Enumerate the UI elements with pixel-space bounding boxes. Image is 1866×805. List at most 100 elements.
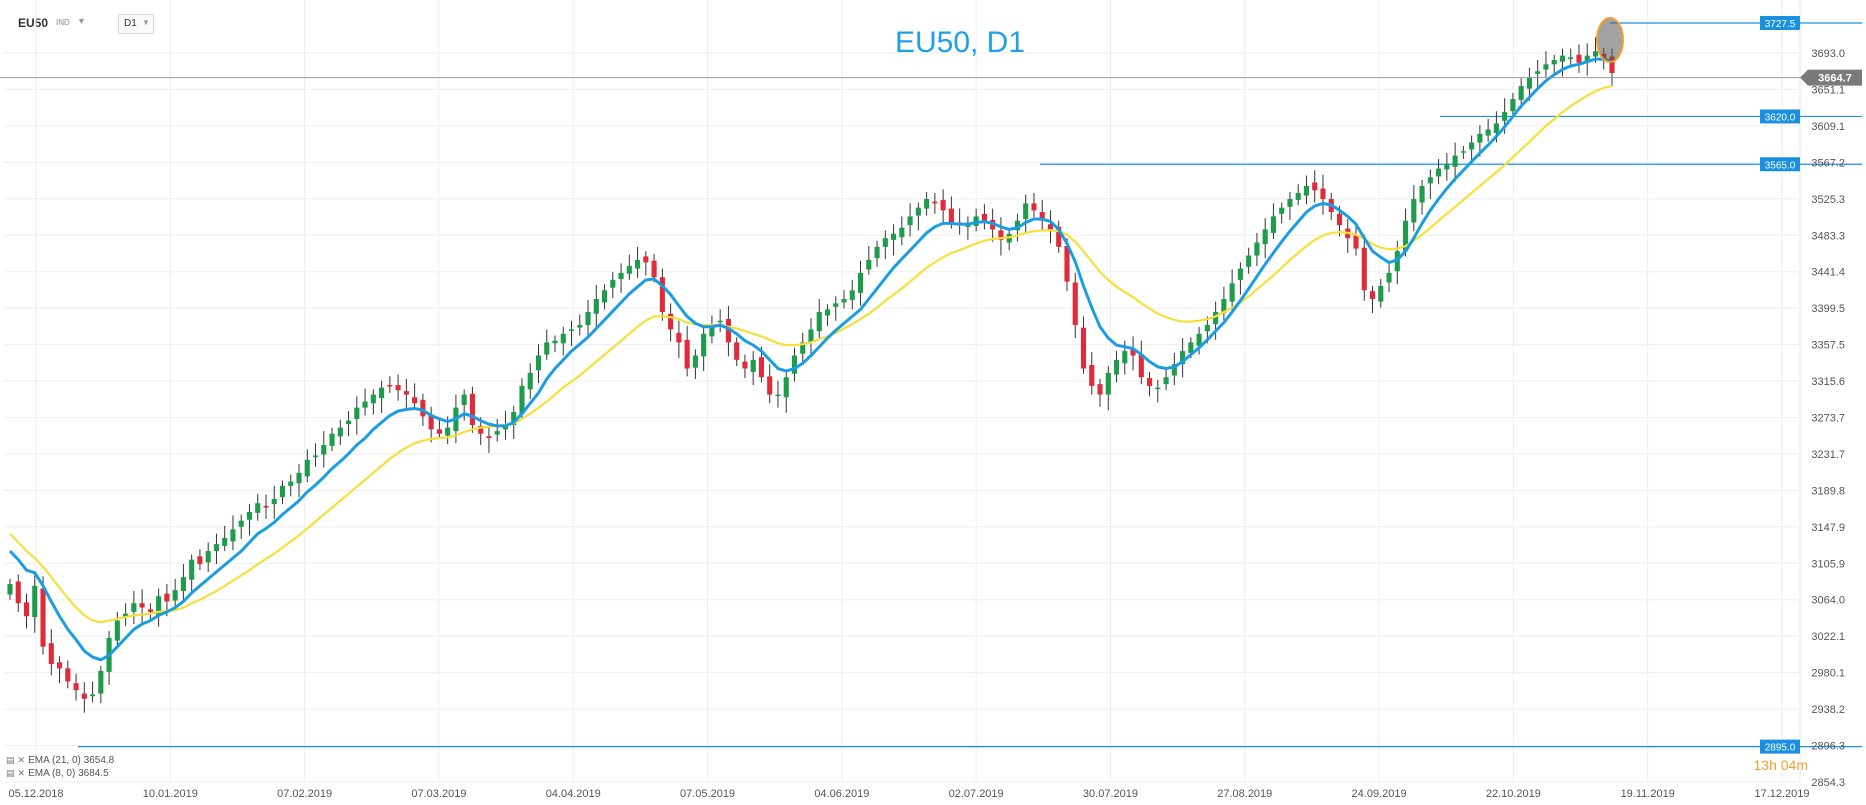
level-label-box xyxy=(1760,16,1800,31)
candle-body xyxy=(230,529,236,542)
settings-icon[interactable]: ▤ xyxy=(6,768,15,778)
candle-body xyxy=(717,320,723,323)
close-icon[interactable]: ✕ xyxy=(17,755,26,765)
candle-countdown: 13h 04m xyxy=(1753,757,1808,773)
y-tick-label: 3357.5 xyxy=(1811,340,1845,352)
candle-body xyxy=(1047,224,1054,230)
candle-body xyxy=(866,259,872,270)
candle-body xyxy=(1526,77,1532,89)
x-tick-label: 22.10.2019 xyxy=(1486,788,1541,800)
candle-body xyxy=(1402,220,1409,252)
legend-item-ema-21[interactable]: ▤ ✕ EMA (21, 0) 3654.8 xyxy=(6,754,114,767)
candle-body xyxy=(1559,55,1566,62)
candle-body xyxy=(1270,216,1276,233)
candle-body xyxy=(626,265,632,274)
candle-body xyxy=(395,385,401,391)
candlestick-series xyxy=(7,37,1615,713)
x-tick-label: 02.07.2019 xyxy=(949,788,1004,800)
ema-21-line xyxy=(9,84,1613,624)
candle-body xyxy=(1287,199,1293,207)
x-tick-label: 30.07.2019 xyxy=(1083,788,1138,800)
candle-body xyxy=(1254,242,1260,256)
candle-body xyxy=(354,407,360,419)
candle-body xyxy=(1039,212,1045,221)
candle-body xyxy=(643,256,649,263)
candle-body xyxy=(469,393,475,426)
candle-body xyxy=(998,230,1004,240)
candle-body xyxy=(601,290,608,303)
symbol-dropdown-icon[interactable]: ▼ xyxy=(77,16,86,26)
candle-body xyxy=(73,683,79,691)
candle-body xyxy=(932,201,938,204)
candle-body xyxy=(849,290,855,300)
candle-body xyxy=(445,427,451,436)
y-tick-label: 2938.2 xyxy=(1811,704,1845,716)
symbol-label[interactable]: EU50 xyxy=(18,16,49,30)
y-tick-label: 3441.4 xyxy=(1811,267,1845,279)
candle-body xyxy=(750,359,756,372)
level-label: 2895.0 xyxy=(1765,743,1796,754)
y-tick-label: 3064.0 xyxy=(1811,595,1845,607)
candle-body xyxy=(1246,255,1252,267)
candle-body xyxy=(1072,282,1078,326)
ema-8-line xyxy=(8,57,1613,662)
candle-body xyxy=(1419,185,1425,203)
candle-body xyxy=(1336,213,1343,226)
candle-body xyxy=(1551,59,1557,65)
candle-body xyxy=(246,511,253,520)
candle-body xyxy=(1576,54,1582,63)
timeframe-select[interactable]: D1 ▼ xyxy=(118,14,154,34)
candle-body xyxy=(370,394,376,404)
candle-body xyxy=(436,429,442,434)
x-tick-label: 17.12.2019 xyxy=(1754,788,1809,800)
x-axis: 05.12.2018 10.01.2019 07.02.2019 07.03.2019… xyxy=(8,788,1809,800)
level-label-box xyxy=(1760,109,1800,124)
y-tick-label: 2854.3 xyxy=(1811,777,1845,789)
chart-toolbar: EU50 IND ▼ D1 ▼ xyxy=(0,0,1866,40)
y-tick-label: 3315.6 xyxy=(1811,376,1845,388)
candle-body xyxy=(1303,185,1310,196)
candle-body xyxy=(907,216,913,226)
candle-body xyxy=(1014,220,1021,231)
candle-body xyxy=(1353,235,1359,249)
candle-body xyxy=(1477,133,1483,143)
candle-body xyxy=(478,425,484,434)
level-label-box xyxy=(1760,157,1800,172)
candle-body xyxy=(783,377,789,398)
close-icon[interactable]: ✕ xyxy=(17,768,26,778)
current-price-line: 3664.7 xyxy=(0,69,1862,86)
y-tick-label: 3567.2 xyxy=(1811,157,1845,169)
candle-body xyxy=(511,411,517,426)
current-price-tag xyxy=(1800,69,1862,86)
candle-body xyxy=(874,246,880,259)
candle-body xyxy=(255,503,261,513)
chart-title: EU50, D1 xyxy=(895,26,1025,59)
candle-body xyxy=(1485,129,1491,136)
level-label-box xyxy=(1760,739,1800,754)
candle-body xyxy=(1122,351,1128,364)
candle-body xyxy=(1130,348,1136,356)
symbol-type-label: IND xyxy=(56,18,70,27)
candle-body xyxy=(1188,342,1194,353)
candle-body xyxy=(1543,64,1549,70)
candle-body xyxy=(222,538,228,546)
candle-body xyxy=(1204,325,1210,332)
x-tick-label: 07.05.2019 xyxy=(680,788,735,800)
x-tick-label: 19.11.2019 xyxy=(1621,788,1675,800)
candle-body xyxy=(346,420,352,425)
candle-body xyxy=(1469,142,1475,150)
legend-item-ema-8[interactable]: ▤ ✕ EMA (8, 0) 3684.5 xyxy=(6,767,114,780)
candle-body xyxy=(527,372,533,390)
y-tick-label: 3609.1 xyxy=(1811,121,1845,133)
candle-body xyxy=(981,213,987,221)
candle-body xyxy=(767,376,773,395)
x-tick-label: 24.09.2019 xyxy=(1352,788,1407,800)
candle-body xyxy=(213,544,220,552)
candle-body xyxy=(1105,372,1111,395)
candle-body xyxy=(1361,247,1367,291)
settings-icon[interactable]: ▤ xyxy=(6,755,15,765)
candle-body xyxy=(1180,351,1186,365)
candle-body xyxy=(1064,245,1070,282)
candle-body xyxy=(948,208,954,223)
